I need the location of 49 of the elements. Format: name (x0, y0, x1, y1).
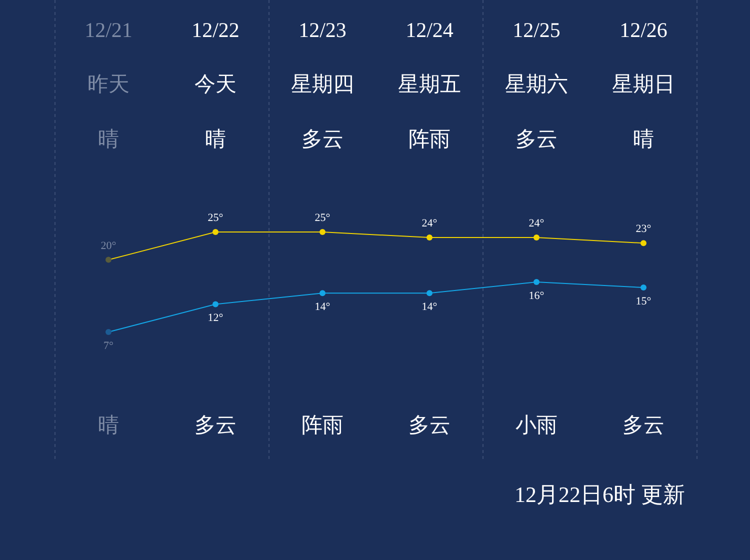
x-tick-label: 12/26 (618, 17, 668, 43)
text: 阵雨 (408, 126, 452, 152)
point (106, 329, 112, 335)
data-label: 14° (422, 301, 438, 314)
point (106, 256, 112, 263)
data-label: 12° (208, 312, 224, 324)
text: 晴 (632, 126, 655, 152)
data-label: 24° (528, 218, 544, 230)
data-label: 16° (528, 290, 544, 302)
data-label: 14° (314, 301, 330, 314)
text: 今天 (194, 71, 238, 97)
point (534, 279, 540, 285)
text: 12月22日6时 更新 (514, 481, 685, 509)
text: 多云 (622, 412, 666, 438)
point (426, 234, 432, 241)
text: 小雨 (514, 412, 558, 438)
point (212, 229, 218, 235)
text: 星期四 (290, 71, 355, 97)
data-label: 20° (100, 240, 116, 252)
text: 晴 (97, 126, 120, 152)
text: 昨天 (86, 71, 130, 97)
point (426, 290, 432, 296)
point (320, 229, 326, 235)
text: 多云 (300, 126, 344, 152)
data-label: 15° (636, 296, 652, 308)
text: 多云 (514, 126, 558, 152)
x-tick-label: 12/24 (404, 17, 454, 43)
text: 阵雨 (300, 412, 344, 438)
point (212, 301, 218, 308)
data-label: 24° (422, 218, 438, 230)
data-label: 7° (104, 340, 114, 352)
data-label: 25° (208, 212, 224, 224)
x-tick-label: 12/21 (84, 17, 134, 43)
text: 晴 (97, 412, 120, 438)
point (640, 284, 646, 291)
text: 晴 (204, 126, 227, 152)
x-tick-label: 12/23 (298, 17, 348, 43)
point (640, 240, 646, 246)
text: 多云 (194, 412, 238, 438)
point (320, 290, 326, 296)
text: 星期日 (611, 71, 676, 97)
data-label: 23° (636, 223, 652, 236)
x-tick-label: 12/25 (512, 17, 562, 43)
text: 星期六 (504, 71, 569, 97)
data-label: 25° (314, 212, 330, 224)
text: 星期五 (397, 71, 462, 97)
text: 多云 (408, 412, 452, 438)
point (534, 234, 540, 241)
x-tick-label: 12/22 (190, 17, 240, 43)
